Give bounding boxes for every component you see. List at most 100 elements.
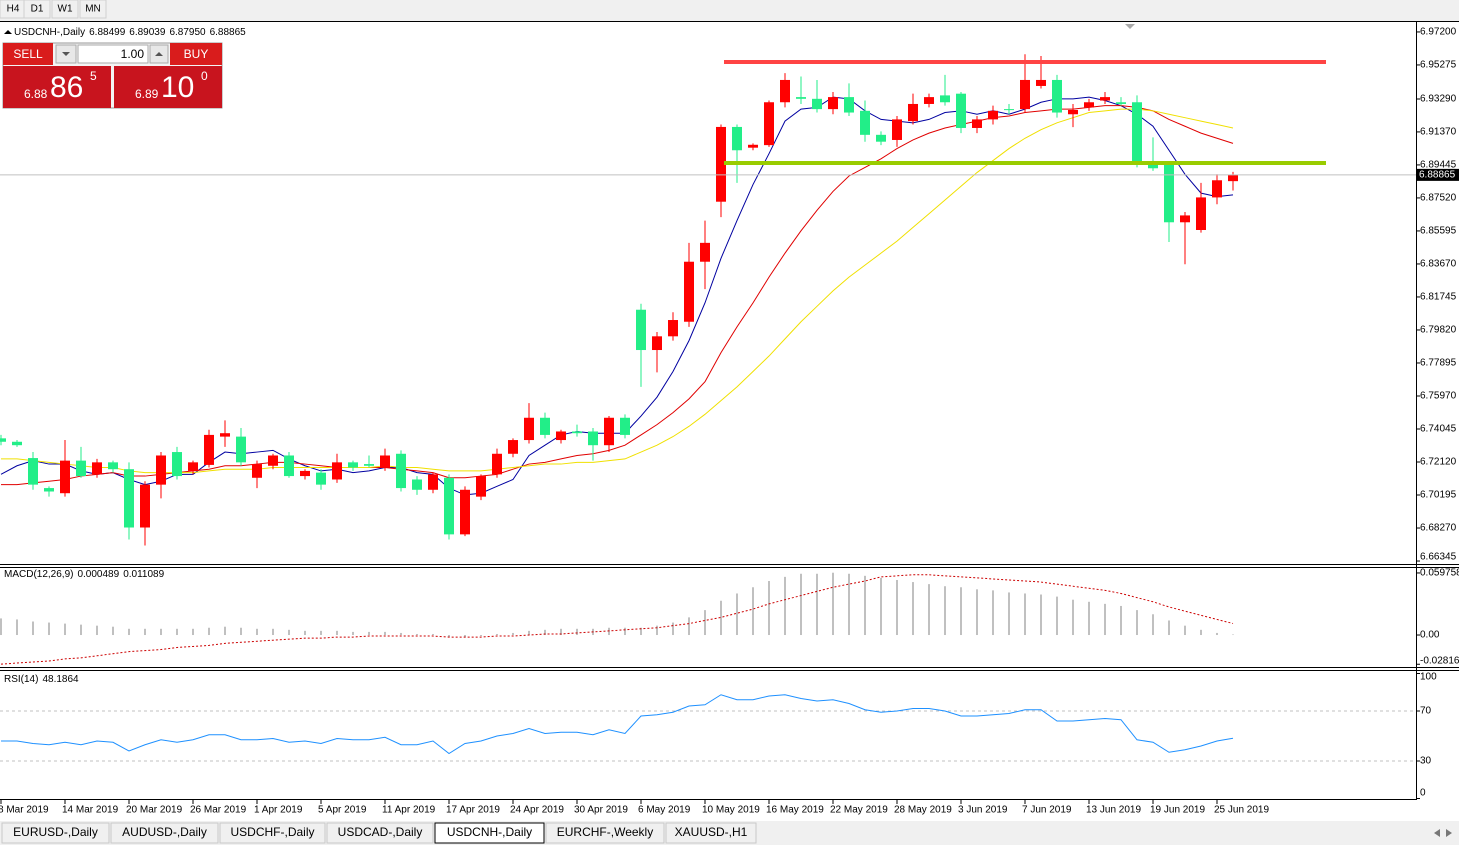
buy-button[interactable] bbox=[170, 43, 222, 65]
candle-body bbox=[316, 472, 326, 485]
candle-body bbox=[556, 431, 566, 441]
candle-body bbox=[44, 488, 54, 492]
x-tick-label: 25 Jun 2019 bbox=[1214, 805, 1269, 816]
candle-body bbox=[844, 97, 854, 113]
candle-body bbox=[700, 242, 710, 262]
candle-body bbox=[364, 464, 374, 466]
chart-tab[interactable] bbox=[219, 822, 326, 844]
tab-scroll-right[interactable] bbox=[1446, 829, 1452, 837]
candle-body bbox=[188, 462, 198, 471]
tab-scroll-left[interactable] bbox=[1434, 829, 1440, 837]
ohlc-low: 6.87950 bbox=[169, 27, 206, 38]
timeframe-label[interactable]: D1 bbox=[31, 4, 44, 15]
buy-price-box[interactable] bbox=[114, 66, 222, 108]
candle-body bbox=[860, 110, 870, 135]
chart-tab-label[interactable]: USDCAD-,Daily bbox=[338, 825, 423, 839]
sell-price-box[interactable] bbox=[3, 66, 111, 108]
sell-price-prefix[interactable]: 6.88 bbox=[24, 87, 48, 101]
chart-tab-label[interactable]: EURUSD-,Daily bbox=[13, 825, 98, 839]
candle-body bbox=[508, 440, 518, 454]
chart-window bbox=[0, 21, 1459, 821]
trade-panel: SELL 1.00 BUY 6.88 86 5 6.89 10 0 bbox=[2, 42, 223, 109]
candle-body bbox=[396, 453, 406, 489]
ohlc-high: 6.89039 bbox=[129, 27, 166, 38]
lot-value[interactable]: 1.00 bbox=[121, 47, 145, 61]
timeframe-button[interactable] bbox=[51, 0, 79, 19]
candle-body bbox=[1068, 109, 1078, 115]
y-tick-label: 6.77895 bbox=[1420, 358, 1457, 369]
x-tick-label: 20 Mar 2019 bbox=[126, 805, 183, 816]
y-tick-label: -0.02816 bbox=[1420, 656, 1459, 667]
x-tick-label: 14 Mar 2019 bbox=[62, 805, 119, 816]
buy-price-prefix[interactable]: 6.89 bbox=[135, 87, 159, 101]
sell-price-big[interactable]: 86 bbox=[50, 71, 83, 104]
chart-tab[interactable] bbox=[545, 822, 665, 844]
sell-price-sup[interactable]: 5 bbox=[90, 69, 97, 83]
sell-label[interactable]: SELL bbox=[13, 47, 43, 61]
candle-body bbox=[1036, 79, 1046, 86]
candle-body bbox=[540, 417, 550, 435]
rsi-title: RSI(14) bbox=[4, 674, 38, 685]
x-tick-label: 16 May 2019 bbox=[766, 805, 824, 816]
y-tick-label: 70 bbox=[1420, 706, 1432, 717]
x-tick-label: 8 Mar 2019 bbox=[0, 805, 49, 816]
lot-input[interactable] bbox=[77, 44, 149, 64]
x-tick-label: 7 Jun 2019 bbox=[1022, 805, 1072, 816]
moving-average bbox=[1, 108, 1234, 474]
y-tick-label: 6.81745 bbox=[1420, 292, 1457, 303]
chart-tab-label[interactable]: EURCHF-,Weekly bbox=[557, 825, 653, 839]
x-tick-label: 6 May 2019 bbox=[638, 805, 691, 816]
candle-body bbox=[1116, 102, 1126, 104]
buy-price-sup[interactable]: 0 bbox=[201, 69, 208, 83]
candle-body bbox=[572, 431, 582, 434]
candle-body bbox=[716, 126, 726, 202]
symbol: USDCNH-,Daily bbox=[14, 27, 85, 38]
chart-tab[interactable] bbox=[326, 822, 434, 844]
chart-tab-label[interactable]: AUDUSD-,Daily bbox=[122, 825, 207, 839]
candle-body bbox=[444, 477, 454, 535]
timeframe-button[interactable] bbox=[23, 0, 51, 19]
chart-tab-label[interactable]: XAUUSD-,H1 bbox=[675, 825, 748, 839]
macd-header: MACD(12,26,9) 0.000489 0.011089 bbox=[4, 569, 165, 580]
lot-down-icon bbox=[62, 52, 70, 56]
candle-body bbox=[812, 98, 822, 110]
chart-tab[interactable] bbox=[665, 822, 757, 844]
chart-tab[interactable] bbox=[1, 822, 110, 844]
buy-label[interactable]: BUY bbox=[184, 47, 209, 61]
chart-tab[interactable] bbox=[110, 822, 219, 844]
candle-body bbox=[284, 455, 294, 477]
sell-button[interactable] bbox=[3, 43, 53, 65]
candle-body bbox=[1004, 109, 1014, 111]
timeframe-button[interactable] bbox=[79, 0, 107, 19]
candle-body bbox=[60, 460, 70, 494]
chart-tab[interactable] bbox=[434, 822, 545, 844]
timeframe-label[interactable]: MN bbox=[85, 4, 101, 15]
candle-body bbox=[108, 462, 118, 470]
candle-body bbox=[748, 144, 758, 148]
y-tick-label: 0.059758 bbox=[1420, 568, 1459, 579]
candle-body bbox=[668, 320, 678, 337]
buy-price-big[interactable]: 10 bbox=[161, 71, 194, 104]
candle-body bbox=[1084, 102, 1094, 108]
moving-average bbox=[1, 105, 1234, 486]
chart-tab-label[interactable]: USDCNH-,Daily bbox=[447, 825, 532, 839]
x-tick-label: 26 Mar 2019 bbox=[190, 805, 247, 816]
chart-tab-label[interactable]: USDCHF-,Daily bbox=[231, 825, 315, 839]
macd-signal: 0.011089 bbox=[123, 569, 164, 580]
candle-body bbox=[332, 462, 342, 480]
x-tick-label: 1 Apr 2019 bbox=[254, 805, 303, 816]
timeframe-label[interactable]: W1 bbox=[58, 4, 73, 15]
candle-body bbox=[1052, 79, 1062, 113]
candle-body bbox=[1196, 197, 1206, 230]
candle-body bbox=[0, 438, 6, 442]
candle-body bbox=[220, 433, 230, 437]
candle-body bbox=[1020, 79, 1030, 110]
timeframe-label[interactable]: H4 bbox=[7, 4, 20, 15]
y-tick-label: 0 bbox=[1420, 788, 1426, 799]
candle-body bbox=[1100, 97, 1110, 101]
y-tick-label: 6.68270 bbox=[1420, 523, 1457, 534]
chart-header: USDCNH-,Daily 6.88499 6.89039 6.87950 6.8886… bbox=[14, 27, 246, 38]
candle-body bbox=[924, 97, 934, 104]
